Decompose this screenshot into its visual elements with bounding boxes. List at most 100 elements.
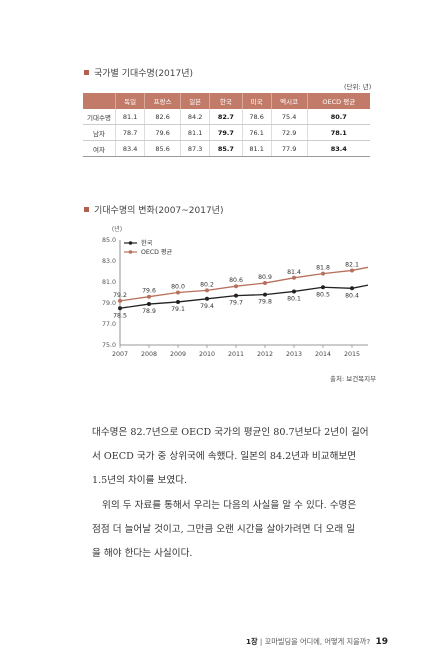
data-label: 79.2	[113, 292, 127, 299]
x-tick-label: 2013	[286, 351, 302, 358]
page-number: 19	[375, 637, 388, 647]
table-header-cell: 한국	[209, 93, 242, 109]
table-header-cell	[83, 93, 116, 109]
data-point	[205, 296, 209, 301]
x-tick-label: 2012	[257, 351, 273, 358]
body-line: 위의 두 자료를 통해서 우리는 다음의 사실을 알 수 있다. 수명은	[102, 500, 357, 511]
data-label: 81.8	[316, 265, 330, 272]
data-label: 79.8	[258, 299, 272, 306]
y-tick-label: 79.0	[102, 300, 116, 307]
table-cell: 78.6	[241, 109, 272, 125]
table-row: 여자 83.4 85.6 87.3 85.7 81.1 77.9 83.4	[83, 140, 370, 157]
data-point	[321, 285, 325, 290]
table-cell: 72.9	[270, 124, 308, 141]
body-line: 1.5년의 차이를 보였다.	[92, 475, 188, 486]
data-point	[292, 289, 296, 294]
data-point	[234, 293, 238, 298]
x-tick-label: 2011	[228, 351, 244, 358]
table-row: 기대수명 81.1 82.6 84.2 82.7 78.6 75.4 80.7	[83, 109, 370, 125]
data-label: 80.2	[200, 281, 214, 288]
table-cell: 79.6	[144, 124, 181, 141]
table-cell: 77.9	[270, 140, 308, 157]
body-paragraph-2: 위의 두 자료를 통해서 우리는 다음의 사실을 알 수 있다. 수명은 점점 …	[92, 494, 398, 566]
data-label: 80.1	[287, 295, 301, 302]
data-label: 79.7	[229, 300, 243, 307]
row-label: 남자	[83, 124, 116, 141]
y-tick-label: 85.0	[102, 237, 116, 244]
table-cell: 81.1	[114, 109, 145, 125]
table-cell: 85.6	[144, 140, 181, 157]
table-row: 남자 78.7 79.6 81.1 79.7 76.1 72.9 78.1	[83, 124, 370, 141]
data-label: 80.5	[316, 291, 330, 298]
footer-separator: |	[259, 637, 263, 646]
table-cell: 82.6	[144, 109, 181, 125]
table-cell: 81.1	[180, 124, 210, 141]
page-footer: 1장 | 꼬마빌딩을 어디에, 어떻게 지을까? 19	[246, 637, 388, 647]
table-header-cell: 미국	[241, 93, 272, 109]
table-cell: 85.7	[209, 140, 242, 157]
data-point	[350, 286, 354, 291]
data-label: 82.1	[345, 261, 359, 268]
series-line-oecd	[119, 266, 369, 302]
y-tick-label: 75.0	[102, 342, 116, 349]
data-point	[205, 288, 209, 293]
table-cell: 79.7	[209, 124, 242, 141]
body-line: 서 OECD 국가 중 상위국에 속했다. 일본의 84.2년과 비교해보면	[92, 451, 357, 462]
body-paragraph-1: 대수명은 82.7년으로 OECD 국가의 평균인 80.7년보다 2년이 길어…	[92, 421, 398, 493]
table-cell: 75.4	[270, 109, 308, 125]
data-label: 79.4	[200, 303, 214, 310]
x-tick-label: 2007	[112, 351, 128, 358]
series-line-korea	[119, 284, 369, 309]
table-header-cell: 독일	[114, 93, 145, 109]
chart-title-text: 기대수명의 변화(2007~2017년)	[94, 206, 224, 216]
data-point	[118, 298, 122, 303]
x-tick-label: 2009	[170, 351, 186, 358]
x-tick-label: 2010	[199, 351, 215, 358]
body-line: 을 해야 한다는 사실이다.	[92, 548, 193, 559]
x-tick-label: 2014	[315, 351, 331, 358]
data-label: 81.4	[287, 269, 301, 276]
table-cell: 83.4	[306, 140, 370, 157]
data-point	[263, 281, 267, 286]
data-point	[321, 271, 325, 276]
data-point	[147, 302, 151, 307]
data-point	[176, 290, 180, 295]
chapter-number: 1장	[246, 637, 258, 646]
square-bullet-icon	[84, 207, 89, 212]
data-label: 80.0	[171, 284, 185, 291]
life-expectancy-table: 독일 프랑스 일본 한국 미국 멕시코 OECD 평균 기대수명 81.1 82…	[83, 93, 370, 157]
table-section-title: 국가별 기대수명(2017년)	[84, 66, 193, 79]
body-line: 대수명은 82.7년으로 OECD 국가의 평균인 80.7년보다 2년이 길어	[92, 427, 369, 438]
chapter-title: 꼬마빌딩을 어디에, 어떻게 지을까?	[264, 637, 371, 646]
y-tick-label: 77.0	[102, 321, 116, 328]
data-label: 80.4	[345, 292, 359, 299]
data-point	[350, 268, 354, 273]
legend-label: OECD 평균	[141, 248, 173, 256]
data-label: 79.6	[142, 288, 156, 295]
row-label: 기대수명	[83, 109, 116, 125]
table-title-text: 국가별 기대수명(2017년)	[94, 69, 194, 79]
body-line: 점점 더 늘어날 것이고, 그만큼 오랜 시간을 살아가려면 더 오래 일	[92, 524, 356, 535]
table-cell: 87.3	[180, 140, 210, 157]
row-label: 여자	[83, 140, 116, 157]
data-point	[234, 284, 238, 289]
data-label: 80.6	[229, 277, 243, 284]
table-cell: 80.7	[306, 109, 370, 125]
life-expectancy-line-chart: (년) 85.0 83.0 81.0 79.0 77.0 75.0 2007 2008 2009 2…	[102, 225, 369, 358]
data-label: 78.5	[113, 312, 127, 319]
y-tick-label: 83.0	[102, 258, 116, 265]
data-point	[118, 306, 122, 311]
legend-marker	[128, 250, 133, 254]
table-cell: 84.2	[180, 109, 210, 125]
legend-marker	[128, 241, 133, 245]
data-label: 78.9	[142, 308, 156, 315]
square-bullet-icon	[84, 70, 89, 75]
chart-source: 출처: 보건복지부	[330, 375, 377, 383]
x-tick-label: 2015	[344, 351, 360, 358]
table-header-cell: 일본	[180, 93, 210, 109]
data-point	[263, 292, 267, 297]
table-header-row: 독일 프랑스 일본 한국 미국 멕시코 OECD 평균	[83, 93, 370, 109]
y-tick-label: 81.0	[102, 279, 116, 286]
table-cell: 76.1	[241, 124, 272, 141]
table-header-cell: OECD 평균	[306, 93, 370, 109]
